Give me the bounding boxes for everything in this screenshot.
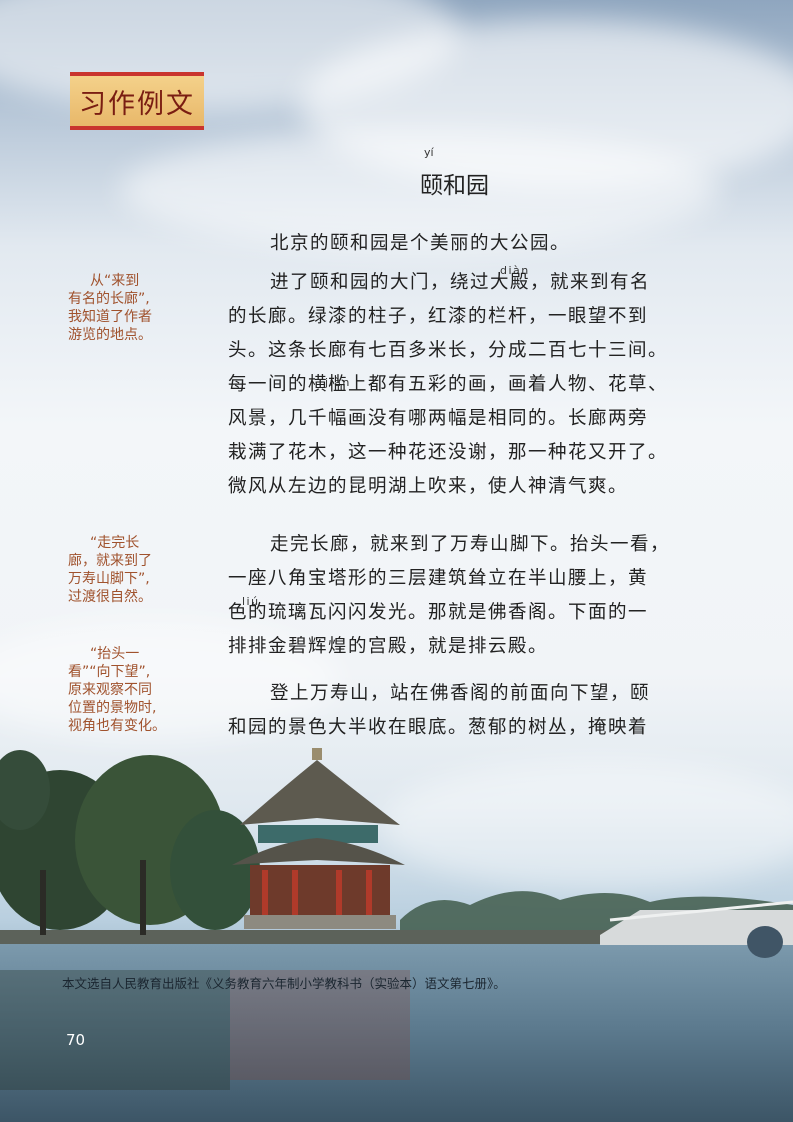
paragraph-4: 登上万寿山，站在佛香阁的前面向下望，颐 和园的景色大半收在眼底。葱郁的树丛，掩映… [228, 677, 698, 745]
text-line: 风景，几千幅画没有哪两幅是相同的。长廊两旁 [228, 408, 649, 429]
text-line: 的长廊。绿漆的柱子，红漆的栏杆，一眼望不到 [228, 306, 649, 327]
text-line: 登上万寿山，站在佛香阁的前面向下望，颐 [270, 683, 651, 704]
annotation-line: 万寿山脚下”, [68, 571, 150, 587]
pinyin-liu: liú [242, 595, 260, 608]
annotation-line: 看”“向下望”, [68, 664, 151, 680]
text-line: 和园的景色大半收在眼底。葱郁的树丛，掩映着 [228, 717, 649, 738]
paragraph-2: diàn jiàn 进了颐和园的大门，绕过大殿，就来到有名 的长廊。绿漆的柱子，… [228, 264, 698, 504]
text-line: 一座八角宝塔形的三层建筑耸立在半山腰上，黄 [228, 568, 649, 589]
section-badge-label: 习作例文 [79, 88, 195, 120]
article-title: 颐和园 [420, 173, 489, 199]
paragraph-3: liú 走完长廊，就来到了万寿山脚下。抬头一看， 一座八角宝塔形的三层建筑耸立在… [228, 528, 698, 664]
margin-annotation-2: “走完长 廊，就来到了 万寿山脚下”, 过渡很自然。 [68, 534, 184, 606]
text-line: 走完长廊，就来到了万寿山脚下。抬头一看， [270, 534, 671, 555]
title-pinyin: yí [424, 146, 434, 159]
annotation-line: “抬头一 [90, 646, 140, 662]
text-line: 进了颐和园的大门，绕过大殿，就来到有名 [270, 272, 651, 293]
margin-annotation-3: “抬头一 看”“向下望”, 原来观察不同 位置的景物时, 视角也有变化。 [68, 645, 184, 735]
text-line: 微风从左边的昆明湖上吹来，使人神清气爽。 [228, 476, 629, 497]
text-line: 色的琉璃瓦闪闪发光。那就是佛香阁。下面的一 [228, 602, 649, 623]
annotation-line: 原来观察不同 [68, 682, 152, 698]
pinyin-jian: jiàn [325, 376, 351, 389]
text-line: 栽满了花木，这一种花还没谢，那一种花又开了。 [228, 442, 669, 463]
annotation-line: “走完长 [90, 535, 140, 551]
annotation-line: 过渡很自然。 [68, 589, 152, 605]
pavilion-lake-scene [0, 748, 793, 1122]
margin-annotation-1: 从“来到 有名的长廊”, 我知道了作者 游览的地点。 [68, 272, 184, 344]
annotation-line: 我知道了作者 [68, 309, 152, 325]
text-line: 北京的颐和园是个美丽的大公园。 [270, 233, 571, 254]
annotation-line: 位置的景物时, [68, 700, 157, 716]
pinyin-dian: diàn [500, 264, 530, 277]
page-number: 70 [66, 1031, 86, 1049]
summer-palace-illustration [0, 730, 793, 1122]
text-line: 排排金碧辉煌的宫殿，就是排云殿。 [228, 636, 549, 657]
annotation-line: 视角也有变化。 [68, 718, 166, 734]
annotation-line: 有名的长廊”, [68, 291, 150, 307]
text-line: 每一间的横槛上都有五彩的画，画着人物、花草、 [228, 374, 669, 395]
section-badge: 习作例文 [70, 72, 204, 130]
text-line: 头。这条长廊有七百多米长，分成二百七十三间。 [228, 340, 669, 361]
annotation-line: 从“来到 [90, 273, 140, 289]
annotation-line: 廊，就来到了 [68, 553, 152, 569]
source-footnote: 本文选自人民教育出版社《义务教育六年制小学教科书（实验本）语文第七册》。 [62, 976, 506, 991]
paragraph-1: 北京的颐和园是个美丽的大公园。 [270, 227, 740, 261]
annotation-line: 游览的地点。 [68, 327, 152, 343]
